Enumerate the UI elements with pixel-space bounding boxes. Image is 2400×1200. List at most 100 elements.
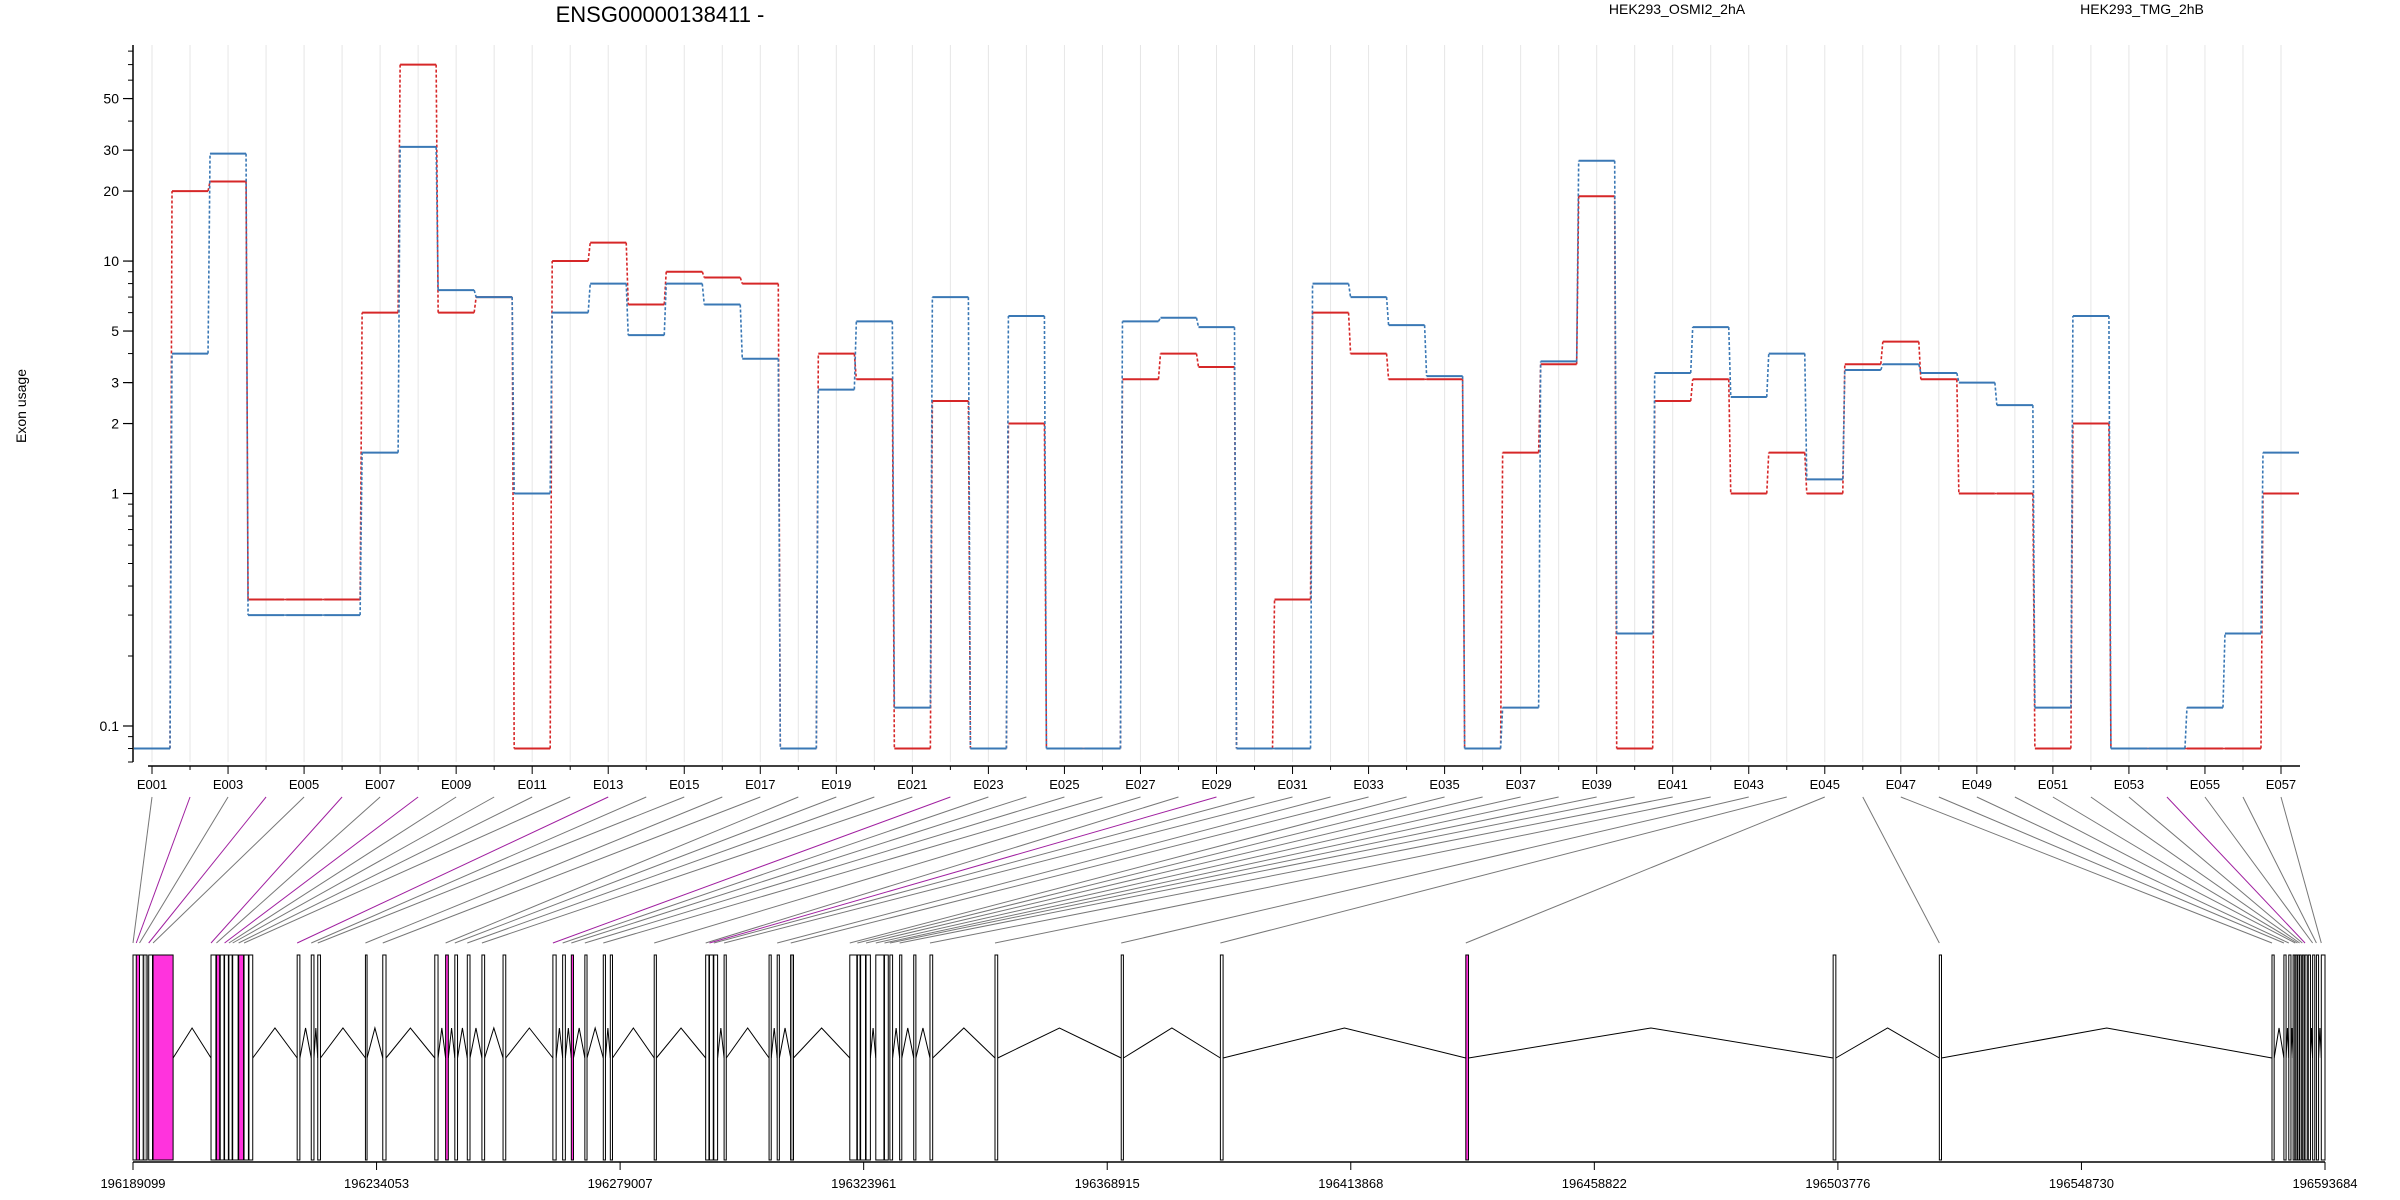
series-connector (815, 389, 820, 749)
genomic-tick-label: 196548730 (2049, 1176, 2114, 1191)
series-connector (891, 321, 896, 708)
x-tick-label: E003 (213, 777, 243, 792)
intron (997, 1027, 1122, 1059)
series-connector (929, 297, 934, 708)
series-connector (435, 146, 439, 291)
exon-box (2271, 954, 2275, 1161)
intron (437, 1027, 447, 1059)
intron (892, 1027, 901, 1059)
exon-connector (884, 796, 1559, 944)
intron (717, 1027, 725, 1059)
exon-box (248, 954, 254, 1161)
exon-box (860, 954, 867, 1161)
x-tick-label: E027 (1125, 777, 1155, 792)
series-connector (1727, 379, 1732, 494)
series-connector (511, 297, 515, 494)
exon-connector (481, 796, 913, 944)
exon-box (454, 954, 459, 1161)
exon-box (609, 954, 613, 1161)
intron (586, 1026, 604, 1059)
series-connector (1537, 361, 1542, 708)
series-connector (1385, 297, 1390, 326)
exon-connector (238, 796, 533, 944)
exon-box (215, 954, 221, 1161)
x-tick-label: E037 (1505, 777, 1535, 792)
series-connector (1043, 423, 1048, 749)
exon-connector (723, 796, 1293, 944)
exon-box (899, 954, 903, 1161)
series-connector (1651, 401, 1656, 749)
exon-box (856, 954, 861, 1161)
x-tick-label: E049 (1962, 777, 1992, 792)
exon-box (296, 954, 301, 1161)
exon-box (708, 954, 714, 1161)
series-connector (1803, 353, 1808, 480)
exon-connector (857, 796, 1445, 944)
exon-connector (709, 796, 1217, 944)
series-1 (134, 145, 2299, 750)
genomic-tick-label: 196413868 (1318, 1176, 1383, 1191)
series-connector (1727, 327, 1732, 398)
exon-connector (1220, 796, 1787, 944)
series-connector (1994, 382, 1998, 406)
exon-connector (228, 796, 457, 944)
series-connector (1956, 379, 1960, 494)
exon-connector (1938, 796, 2285, 944)
series-connector (663, 271, 668, 305)
exon-box (2283, 954, 2287, 1161)
intron (385, 1027, 436, 1059)
exon-connector (889, 796, 1597, 944)
exon-box-grey (142, 954, 148, 1161)
x-tick-label: E013 (593, 777, 623, 792)
intron (484, 1026, 504, 1059)
exon-connector (654, 796, 1141, 944)
exon-connector (132, 796, 153, 944)
exon-connector (2204, 796, 2314, 944)
exon-box (382, 954, 387, 1161)
intron (770, 1027, 778, 1059)
intron (915, 1027, 931, 1059)
exon-connector (311, 796, 647, 944)
series-connector (587, 283, 592, 313)
series-connector (2184, 707, 2188, 749)
exon-box (445, 954, 449, 1161)
x-tick-label: E021 (897, 777, 927, 792)
series-connector (1689, 379, 1694, 402)
y-axis: 0.1 1 2 3 5 10 20 30 50 (100, 45, 134, 763)
series-connector (1765, 452, 1770, 494)
series-connector (397, 64, 401, 313)
genomic-tick-label: 196234053 (344, 1176, 409, 1191)
series-connector (967, 297, 972, 749)
exon-box (1832, 954, 1837, 1161)
y-tick-label: 0.1 (100, 718, 120, 734)
exon-box (2288, 954, 2292, 1161)
y-tick-label: 1 (111, 486, 119, 502)
intron (1123, 1027, 1221, 1059)
exon-connector (365, 796, 723, 944)
exon-box (562, 954, 566, 1161)
x-tick-label: E009 (441, 777, 471, 792)
genomic-tick-label: 196279007 (588, 1176, 653, 1191)
series-connector (1043, 316, 1048, 749)
x-tick-label: E031 (1277, 777, 1307, 792)
exon-box (2307, 954, 2311, 1161)
series-connector (2108, 316, 2112, 749)
series-connector (207, 181, 211, 192)
series-connector (169, 353, 173, 749)
exon-connector (454, 796, 837, 944)
exon-box (1219, 954, 1224, 1161)
genomic-coordinate-axis: 196189099 196234053 196279007 196323961 1963… (100, 1161, 2358, 1191)
exon-box (481, 954, 486, 1161)
series-connector (853, 353, 858, 380)
series-connector (1423, 325, 1428, 377)
exon-connector (139, 796, 229, 944)
x-tick-label: E033 (1353, 777, 1383, 792)
series-connector (2222, 633, 2226, 708)
exon-connector (705, 796, 1179, 944)
y-axis-label: Exon usage (13, 369, 29, 443)
series-connector (1195, 317, 1200, 328)
intron (725, 1027, 770, 1059)
exon-box (2299, 954, 2302, 1161)
x-tick-label: E045 (1810, 777, 1840, 792)
